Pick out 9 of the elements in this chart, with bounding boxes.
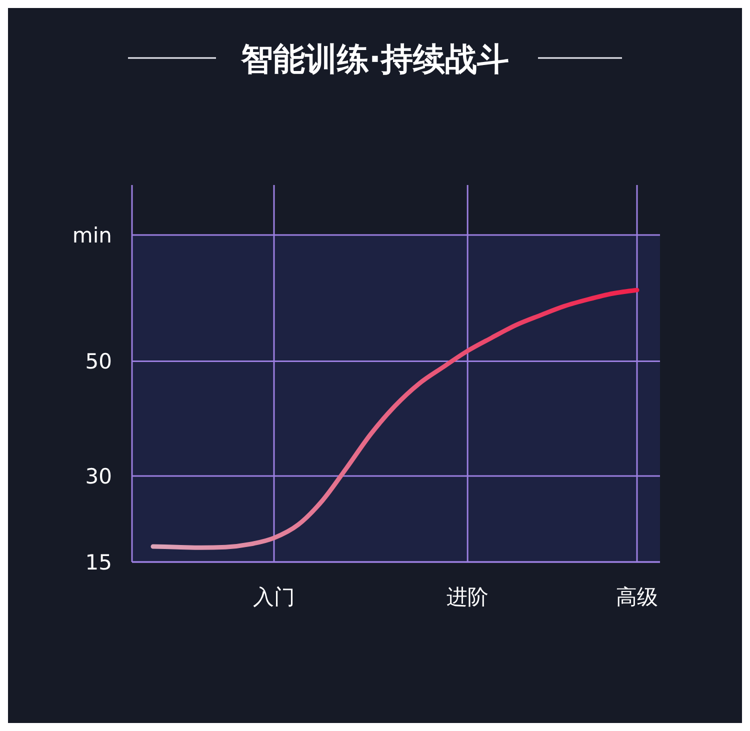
x-tick-label: 进阶 (446, 585, 489, 609)
y-axis-title: min (72, 223, 112, 248)
line-series (150, 288, 640, 550)
y-tick-label: 15 (85, 550, 112, 574)
y-tick-label: 50 (85, 350, 112, 374)
x-tick-label: 高级 (616, 585, 658, 609)
chart-title: 智能训练·持续战斗 (240, 40, 510, 78)
y-tick-label: 30 (85, 464, 112, 488)
x-tick-label: 入门 (253, 585, 295, 609)
